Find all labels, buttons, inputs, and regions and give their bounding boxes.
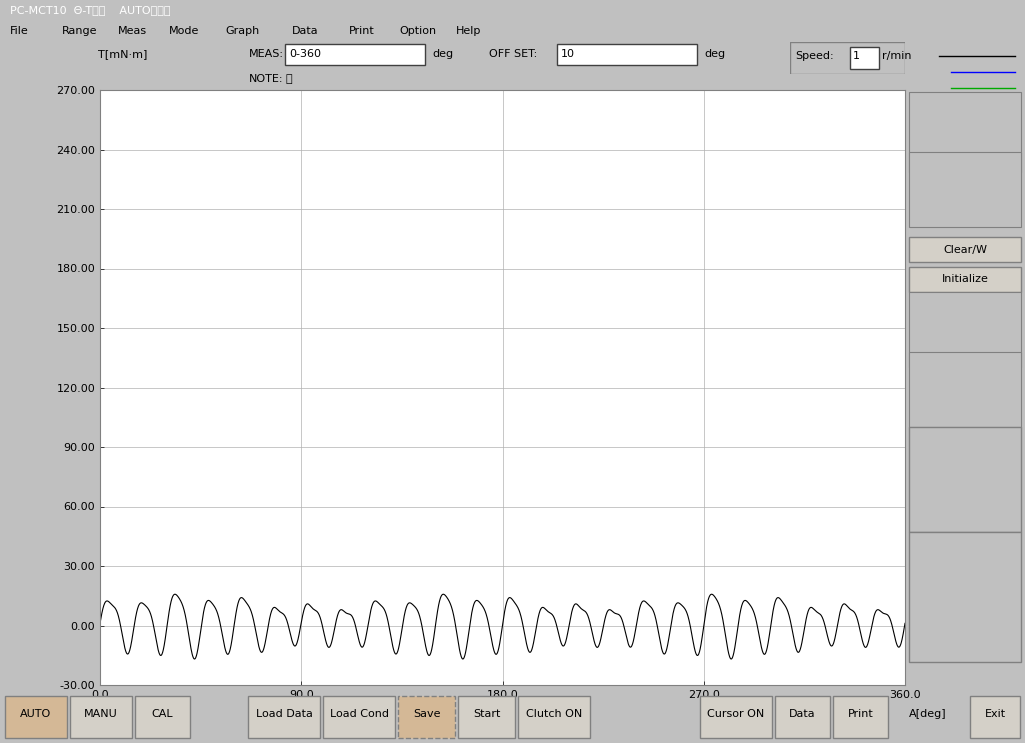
- Text: Save: Save: [413, 709, 441, 718]
- Text: A[deg]: A[deg]: [909, 709, 947, 718]
- Text: PC-MCT10  Θ-T特性    AUTOモード: PC-MCT10 Θ-T特性 AUTOモード: [10, 5, 171, 15]
- Bar: [70, 696, 132, 738]
- Text: Exit: Exit: [984, 709, 1006, 718]
- Text: NOTE:: NOTE:: [249, 74, 283, 85]
- Bar: [135, 696, 190, 738]
- Bar: [775, 696, 830, 738]
- Bar: [5, 696, 67, 738]
- Text: 1: 1: [853, 51, 860, 62]
- Bar: [908, 237, 1021, 262]
- Text: Speed:: Speed:: [795, 51, 834, 62]
- Bar: [970, 696, 1020, 738]
- Text: Clear/W: Clear/W: [943, 244, 987, 255]
- Text: Meas: Meas: [118, 26, 147, 36]
- Text: Initialize: Initialize: [942, 274, 988, 285]
- Text: File: File: [10, 26, 29, 36]
- Bar: [557, 44, 697, 65]
- Text: Print: Print: [848, 709, 873, 718]
- Bar: [518, 696, 590, 738]
- Text: 10: 10: [561, 49, 575, 59]
- Bar: [323, 696, 395, 738]
- Text: Start: Start: [473, 709, 500, 718]
- Text: CAL: CAL: [152, 709, 173, 718]
- Text: AUTO: AUTO: [20, 709, 51, 718]
- Text: Range: Range: [62, 26, 97, 36]
- Text: Print: Print: [348, 26, 374, 36]
- Text: MANU: MANU: [84, 709, 118, 718]
- Text: Help: Help: [456, 26, 482, 36]
- Text: Option: Option: [400, 26, 437, 36]
- Text: MEAS:: MEAS:: [249, 49, 284, 59]
- Text: Clutch ON: Clutch ON: [526, 709, 582, 718]
- Text: 0-360: 0-360: [290, 49, 322, 59]
- Bar: [833, 696, 888, 738]
- Bar: [700, 696, 772, 738]
- Text: Data: Data: [789, 709, 816, 718]
- Bar: [908, 267, 1021, 292]
- Text: Cursor ON: Cursor ON: [707, 709, 765, 718]
- Text: deg: deg: [433, 49, 454, 59]
- Bar: [850, 47, 878, 69]
- Text: Load Cond: Load Cond: [329, 709, 388, 718]
- Text: Graph: Graph: [226, 26, 259, 36]
- Bar: [458, 696, 515, 738]
- Text: OFF SET:: OFF SET:: [489, 49, 537, 59]
- Bar: [398, 696, 455, 738]
- Text: T[mN·m]: T[mN·m]: [97, 49, 148, 59]
- Text: deg: deg: [704, 49, 726, 59]
- Bar: [248, 696, 320, 738]
- Bar: [285, 44, 425, 65]
- Text: Data: Data: [292, 26, 319, 36]
- Text: Mode: Mode: [169, 26, 200, 36]
- Text: Ⓢ: Ⓢ: [285, 74, 292, 85]
- Text: Load Data: Load Data: [255, 709, 313, 718]
- Text: r/min: r/min: [882, 51, 911, 62]
